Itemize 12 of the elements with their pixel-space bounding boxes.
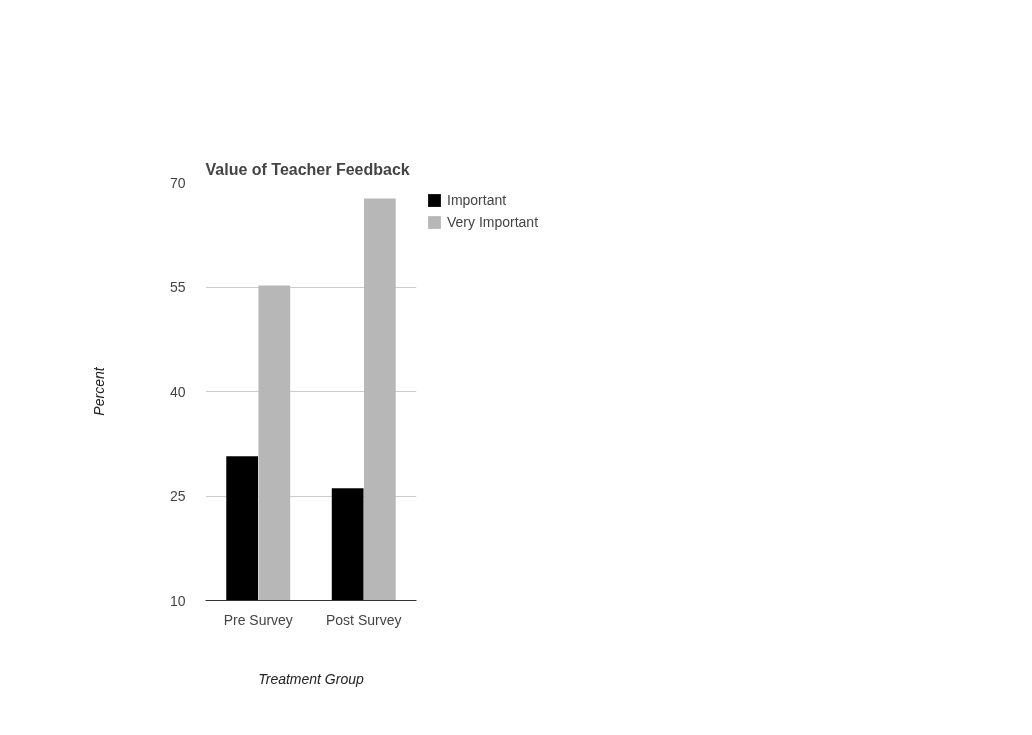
y-axis-title: Percent <box>90 366 107 416</box>
y-tick-label: 70 <box>169 174 186 191</box>
legend-label: Important <box>447 192 507 208</box>
y-tick-label: 55 <box>169 279 186 295</box>
legend-label: Very Important <box>447 214 539 230</box>
y-tick-label: 40 <box>169 383 186 400</box>
x-tick-label: Pre Survey <box>223 611 293 628</box>
y-tick-label: 10 <box>169 592 186 609</box>
y-tick-label: 25 <box>169 488 186 504</box>
chart-title: Value of Teacher Feedback <box>205 160 410 178</box>
x-tick-label: Post Survey <box>326 611 402 628</box>
x-axis-title: Treatment Group <box>258 670 364 687</box>
